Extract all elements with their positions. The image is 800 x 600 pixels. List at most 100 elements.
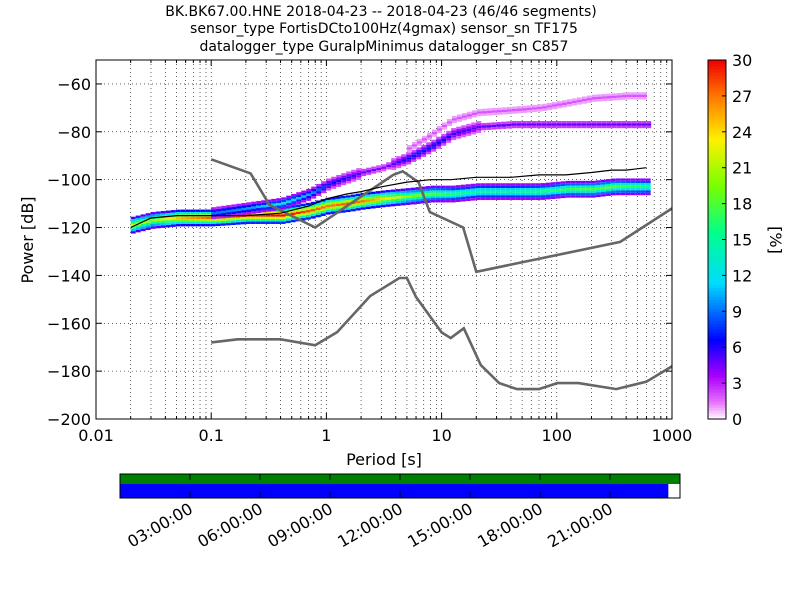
- psd-density-cell: [275, 216, 281, 220]
- psd-density-cell: [305, 214, 311, 218]
- psd-density-cell: [441, 138, 447, 142]
- psd-density-cell: [465, 193, 471, 197]
- psd-density-cell: [435, 195, 441, 198]
- psd-density-cell: [565, 192, 571, 196]
- psd-density-cell: [636, 94, 642, 98]
- colorbar-gradient-step: [708, 344, 726, 348]
- psd-density-cell: [431, 144, 437, 147]
- psd-density-cell: [216, 211, 222, 214]
- psd-density-cell: [370, 194, 376, 197]
- psd-density-cell: [301, 192, 307, 196]
- psd-density-cell: [475, 197, 481, 201]
- colorbar-tick-label: 15: [732, 231, 752, 250]
- psd-density-cell: [445, 188, 451, 191]
- psd-density-cell: [310, 211, 316, 214]
- psd-density-cell: [470, 198, 476, 201]
- psd-density-cell: [515, 185, 521, 189]
- colorbar-gradient-step: [708, 101, 726, 106]
- psd-density-cell: [335, 206, 341, 209]
- psd-density-cell: [510, 195, 516, 198]
- colorbar-tick-label: 18: [732, 195, 752, 214]
- psd-density-cell: [340, 205, 346, 208]
- psd-density-cell: [345, 200, 351, 203]
- psd-density-cell: [281, 204, 287, 207]
- psd-density-cell: [485, 188, 491, 191]
- psd-density-cell: [500, 190, 506, 193]
- colorbar-gradient-step: [708, 164, 726, 169]
- psd-density-cell: [310, 216, 316, 219]
- psd-density-cell: [465, 191, 471, 194]
- chart-title-line3: datalogger_type GuralpMinimus datalogger…: [200, 39, 569, 55]
- psd-density-cell: [296, 201, 302, 205]
- colorbar-gradient-step: [708, 275, 726, 279]
- psd-density-cell: [416, 157, 422, 160]
- psd-density-cell: [505, 192, 511, 196]
- psd-density-cell: [285, 218, 291, 221]
- psd-density-cell: [516, 106, 522, 109]
- psd-density-cell: [385, 192, 391, 195]
- psd-density-cell: [515, 183, 521, 186]
- psd-density-cell: [466, 126, 472, 129]
- psd-density-cell: [625, 183, 631, 186]
- psd-density-cell: [495, 183, 501, 186]
- psd-density-cell: [530, 190, 536, 193]
- psd-density-cell: [641, 125, 647, 129]
- psd-density-cell: [431, 139, 437, 143]
- psd-density-cell: [590, 183, 596, 186]
- psd-density-cell: [586, 125, 592, 129]
- psd-density-cell: [411, 146, 417, 150]
- psd-density-cell: [401, 154, 407, 157]
- colorbar-tick-label: 0: [732, 410, 742, 429]
- psd-density-cell: [580, 185, 586, 189]
- psd-density-cell: [516, 121, 522, 124]
- psd-density-cell: [240, 221, 246, 225]
- psd-density-cell: [620, 183, 626, 186]
- psd-density-cell: [580, 188, 586, 191]
- psd-density-cell: [575, 195, 581, 198]
- y-tick-label: −60: [57, 75, 91, 94]
- psd-density-cell: [360, 204, 366, 208]
- psd-density-cell: [290, 217, 296, 220]
- psd-density-cell: [221, 205, 227, 209]
- psd-density-cell: [411, 159, 417, 162]
- psd-density-cell: [535, 192, 541, 196]
- y-tick-label: −200: [47, 410, 91, 429]
- psd-density-cell: [471, 110, 477, 113]
- psd-density-cell: [426, 132, 432, 136]
- psd-density-cell: [295, 211, 301, 215]
- psd-density-cell: [246, 209, 252, 212]
- psd-density-cell: [495, 185, 501, 189]
- psd-density-cell: [421, 154, 427, 157]
- psd-density-cell: [211, 207, 217, 210]
- psd-density-cell: [235, 217, 241, 220]
- psd-density-cell: [420, 198, 426, 202]
- psd-density-cell: [135, 215, 141, 218]
- psd-density-cell: [546, 102, 552, 106]
- psd-density-cell: [601, 96, 607, 99]
- psd-density-cell: [570, 183, 576, 186]
- colorbar-gradient-step: [708, 212, 726, 217]
- psd-density-cell: [456, 119, 462, 122]
- psd-density-cell: [345, 195, 351, 198]
- psd-density-cell: [421, 152, 427, 155]
- psd-density-cell: [390, 196, 396, 200]
- psd-density-cell: [440, 195, 446, 198]
- psd-density-layer: [130, 92, 652, 234]
- psd-density-cell: [406, 149, 412, 153]
- psd-density-cell: [435, 197, 441, 201]
- psd-density-cell: [590, 180, 596, 184]
- psd-density-cell: [236, 203, 242, 207]
- colorbar-gradient-step: [708, 248, 726, 253]
- psd-density-cell: [551, 106, 557, 110]
- psd-density-cell: [405, 200, 411, 203]
- psd-density-cell: [140, 216, 146, 220]
- psd-density-cell: [340, 203, 346, 206]
- psd-density-cell: [615, 192, 621, 196]
- psd-density-cell: [495, 188, 501, 191]
- psd-density-cell: [180, 216, 186, 220]
- psd-density-cell: [216, 206, 222, 209]
- psd-density-cell: [621, 121, 627, 124]
- psd-density-cell: [515, 188, 521, 191]
- psd-density-cell: [605, 181, 611, 184]
- psd-density-cell: [515, 197, 521, 201]
